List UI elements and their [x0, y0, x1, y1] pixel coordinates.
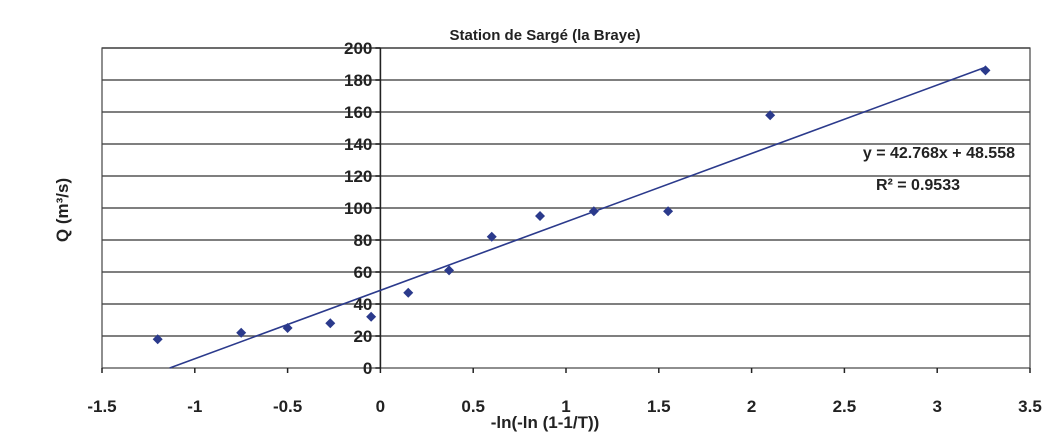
x-tick-label: 0.5: [461, 397, 485, 416]
y-tick-label: 120: [344, 167, 372, 186]
trendline: [169, 66, 986, 369]
y-tick-label: 160: [344, 103, 372, 122]
data-point: [236, 327, 247, 338]
y-tick-label: 40: [353, 295, 372, 314]
data-point: [366, 311, 377, 322]
x-tick-label: 2: [747, 397, 756, 416]
data-point: [403, 287, 414, 298]
x-tick-label: 0: [376, 397, 385, 416]
data-point: [980, 65, 991, 76]
y-tick-label: 20: [353, 327, 372, 346]
trendline-group: [169, 66, 986, 369]
data-points: [152, 65, 991, 345]
data-point: [588, 206, 599, 217]
data-point: [282, 323, 293, 333]
data-point: [152, 334, 163, 345]
trendline-r-squared: R² = 0.9533: [876, 177, 960, 194]
y-tick-label: 180: [344, 71, 372, 90]
axes: [101, 47, 1031, 373]
x-tick-label: -1.5: [87, 397, 116, 416]
data-point: [765, 110, 776, 121]
y-tick-label: 140: [344, 135, 372, 154]
tick-labels: 0 20 40 60 80 100 120 140 160 180 200 -1.5 -1 -0.5 0 0.…: [87, 39, 1041, 416]
y-tick-label: 200: [344, 39, 372, 58]
y-tick-label: 100: [344, 199, 372, 218]
data-point: [325, 318, 336, 329]
x-tick-label: 2.5: [833, 397, 857, 416]
data-point: [486, 231, 497, 242]
data-point: [535, 211, 546, 221]
x-tick-label: 3: [932, 397, 941, 416]
y-tick-label: 60: [353, 263, 372, 282]
y-tick-label: 0: [363, 359, 372, 378]
x-axis-title: -ln(-ln (1-1/T)): [491, 413, 600, 432]
x-tick-label: 1.5: [647, 397, 671, 416]
chart-title: Station de Sargé (la Braye): [450, 27, 641, 44]
x-tick-label: -1: [187, 397, 202, 416]
x-tick-label: -0.5: [273, 397, 302, 416]
trendline-equation: y = 42.768x + 48.558: [863, 145, 1015, 162]
x-tick-label: 3.5: [1018, 397, 1042, 416]
data-point: [663, 206, 674, 217]
data-point: [444, 265, 455, 276]
y-axis-title: Q (m³/s): [53, 178, 72, 242]
x-tick-label: 1: [561, 397, 570, 416]
y-tick-label: 80: [353, 231, 372, 250]
